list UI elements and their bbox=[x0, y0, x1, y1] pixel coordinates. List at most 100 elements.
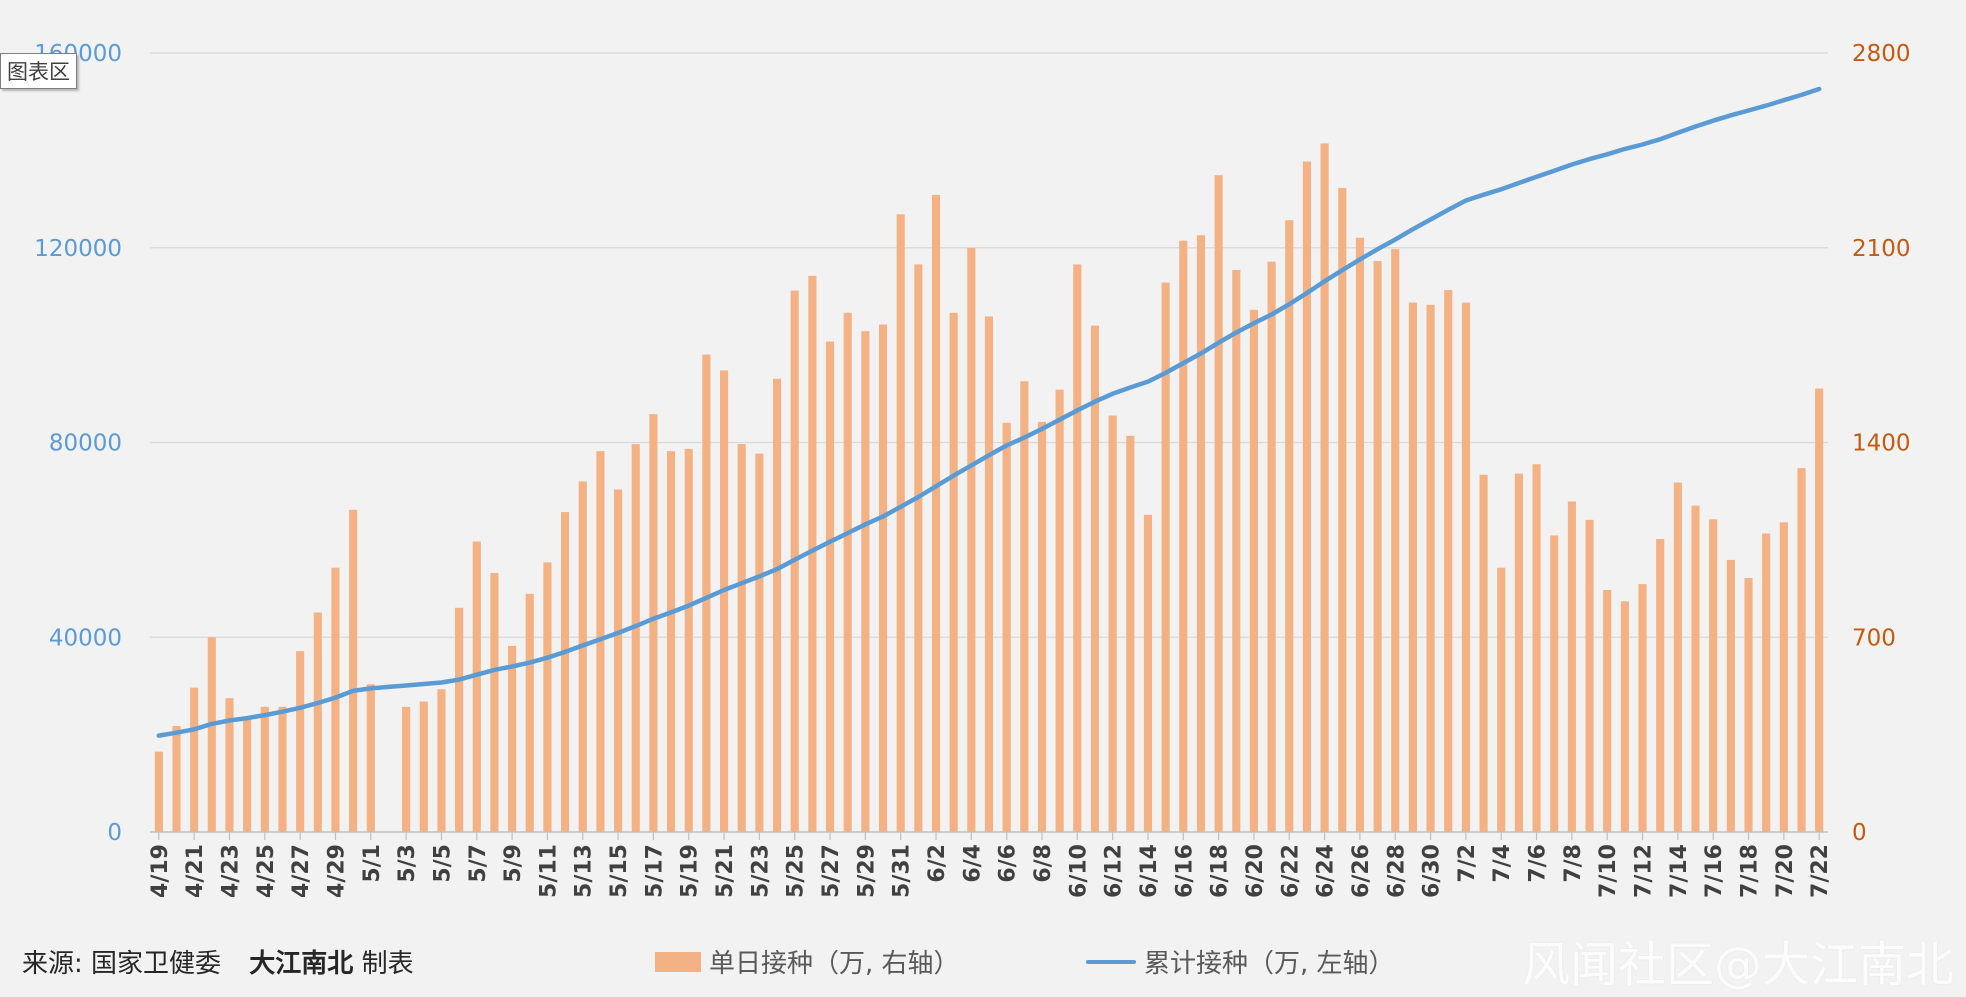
x-tick-label: 6/2 bbox=[925, 844, 950, 883]
daily-bar bbox=[1037, 421, 1047, 832]
daily-bar bbox=[1815, 388, 1824, 832]
y-left-tick-label: 0 bbox=[107, 820, 122, 846]
daily-bar bbox=[1320, 143, 1329, 832]
x-tick-label: 6/26 bbox=[1349, 844, 1374, 898]
x-tick-label: 7/6 bbox=[1526, 844, 1551, 883]
daily-bar bbox=[313, 612, 322, 832]
daily-bar bbox=[1479, 474, 1488, 832]
daily-bar bbox=[1726, 559, 1735, 832]
x-tick-label: 6/6 bbox=[996, 844, 1021, 883]
x-tick-label: 5/1 bbox=[360, 844, 385, 883]
daily-bar bbox=[1143, 514, 1153, 832]
x-tick-label: 7/10 bbox=[1596, 844, 1621, 898]
daily-bar bbox=[260, 706, 269, 832]
daily-bar bbox=[1267, 261, 1276, 832]
daily-bar bbox=[843, 312, 852, 832]
daily-bar bbox=[1497, 567, 1506, 832]
x-tick-label: 6/10 bbox=[1066, 844, 1091, 898]
chart-area-tag: 图表区 bbox=[0, 53, 77, 89]
legend-daily: 单日接种（万, 右轴） bbox=[655, 943, 960, 980]
daily-bar bbox=[543, 562, 552, 832]
y-left-tick-label: 80000 bbox=[49, 431, 122, 457]
daily-bar bbox=[1426, 304, 1435, 832]
x-tick-label: 7/16 bbox=[1702, 844, 1727, 898]
daily-bar bbox=[1249, 309, 1259, 833]
x-tick-label: 4/25 bbox=[254, 844, 279, 898]
legend-cumulative-label: 累计接种（万, 左轴） bbox=[1144, 949, 1395, 979]
daily-bar bbox=[808, 275, 817, 833]
source-author: 大江南北 bbox=[249, 949, 354, 979]
daily-bar bbox=[437, 689, 446, 832]
x-tick-label: 6/14 bbox=[1137, 844, 1162, 898]
daily-bar bbox=[419, 701, 428, 832]
x-tick-label: 6/30 bbox=[1420, 844, 1445, 898]
daily-bar bbox=[1673, 482, 1682, 832]
x-tick-label: 5/9 bbox=[501, 844, 526, 883]
daily-bar bbox=[967, 248, 976, 833]
x-tick-label: 6/12 bbox=[1102, 844, 1127, 898]
daily-bar bbox=[949, 312, 958, 832]
legend-cumulative: 累计接种（万, 左轴） bbox=[1086, 943, 1395, 980]
y-right-tick-label: 2100 bbox=[1852, 236, 1911, 262]
daily-bar bbox=[684, 448, 693, 832]
daily-bar bbox=[366, 684, 375, 832]
daily-bar bbox=[1285, 220, 1294, 832]
daily-bar bbox=[402, 706, 411, 832]
daily-bar bbox=[1638, 584, 1647, 832]
daily-bar bbox=[508, 645, 517, 832]
daily-bar bbox=[1408, 302, 1417, 832]
x-tick-label: 4/29 bbox=[324, 844, 349, 898]
daily-bar bbox=[349, 509, 358, 832]
daily-bar bbox=[455, 607, 464, 832]
daily-bar bbox=[755, 453, 764, 832]
daily-bar bbox=[1302, 161, 1311, 833]
x-tick-label: 5/29 bbox=[854, 844, 879, 898]
y-left-tick-label: 120000 bbox=[34, 236, 122, 262]
legend-line-swatch-icon bbox=[1086, 959, 1136, 964]
x-tick-label: 5/27 bbox=[819, 844, 844, 898]
x-tick-label: 7/18 bbox=[1738, 844, 1763, 898]
daily-bar bbox=[225, 698, 234, 832]
daily-bar bbox=[878, 324, 888, 832]
daily-bar bbox=[278, 706, 287, 832]
daily-bar bbox=[1709, 519, 1718, 832]
x-tick-label: 4/23 bbox=[218, 844, 243, 898]
daily-bar bbox=[1797, 468, 1806, 832]
y-right-tick-label: 700 bbox=[1852, 625, 1896, 651]
x-tick-label: 4/27 bbox=[289, 844, 314, 898]
source-suffix: 制表 bbox=[361, 949, 414, 979]
x-tick-label: 5/25 bbox=[784, 844, 809, 898]
x-tick-label: 5/15 bbox=[607, 844, 632, 898]
daily-bar bbox=[667, 451, 676, 832]
daily-bar bbox=[1532, 464, 1541, 832]
daily-bar bbox=[861, 331, 870, 832]
daily-bar bbox=[296, 651, 305, 832]
x-tick-label: 5/19 bbox=[678, 844, 703, 898]
daily-bar bbox=[578, 481, 587, 832]
x-tick-label: 7/4 bbox=[1490, 844, 1515, 883]
x-tick-label: 4/21 bbox=[183, 844, 208, 898]
legend-bar-swatch-icon bbox=[655, 951, 701, 972]
x-tick-label: 7/12 bbox=[1632, 844, 1657, 898]
x-tick-label: 7/20 bbox=[1773, 844, 1798, 898]
x-tick-label: 7/22 bbox=[1808, 844, 1833, 898]
x-tick-label: 5/11 bbox=[536, 844, 561, 898]
x-tick-label: 5/31 bbox=[890, 844, 915, 898]
daily-bar bbox=[1603, 589, 1612, 832]
x-tick-label: 5/13 bbox=[572, 844, 597, 898]
daily-bar bbox=[896, 214, 905, 833]
x-tick-label: 6/20 bbox=[1243, 844, 1268, 898]
daily-bar bbox=[1090, 325, 1100, 832]
x-tick-label: 6/4 bbox=[960, 844, 985, 883]
daily-bar bbox=[1020, 381, 1029, 832]
daily-bar bbox=[914, 264, 923, 832]
daily-bar bbox=[772, 378, 782, 832]
daily-bar bbox=[1444, 290, 1453, 832]
daily-bar bbox=[1073, 264, 1082, 832]
daily-bar bbox=[1373, 261, 1382, 833]
y-left-tick-label: 40000 bbox=[49, 625, 122, 651]
x-tick-label: 6/8 bbox=[1031, 844, 1056, 883]
y-right-tick-label: 2800 bbox=[1852, 41, 1911, 67]
source-prefix: 来源: 国家卫健委 bbox=[22, 949, 222, 979]
daily-bar bbox=[490, 572, 499, 832]
